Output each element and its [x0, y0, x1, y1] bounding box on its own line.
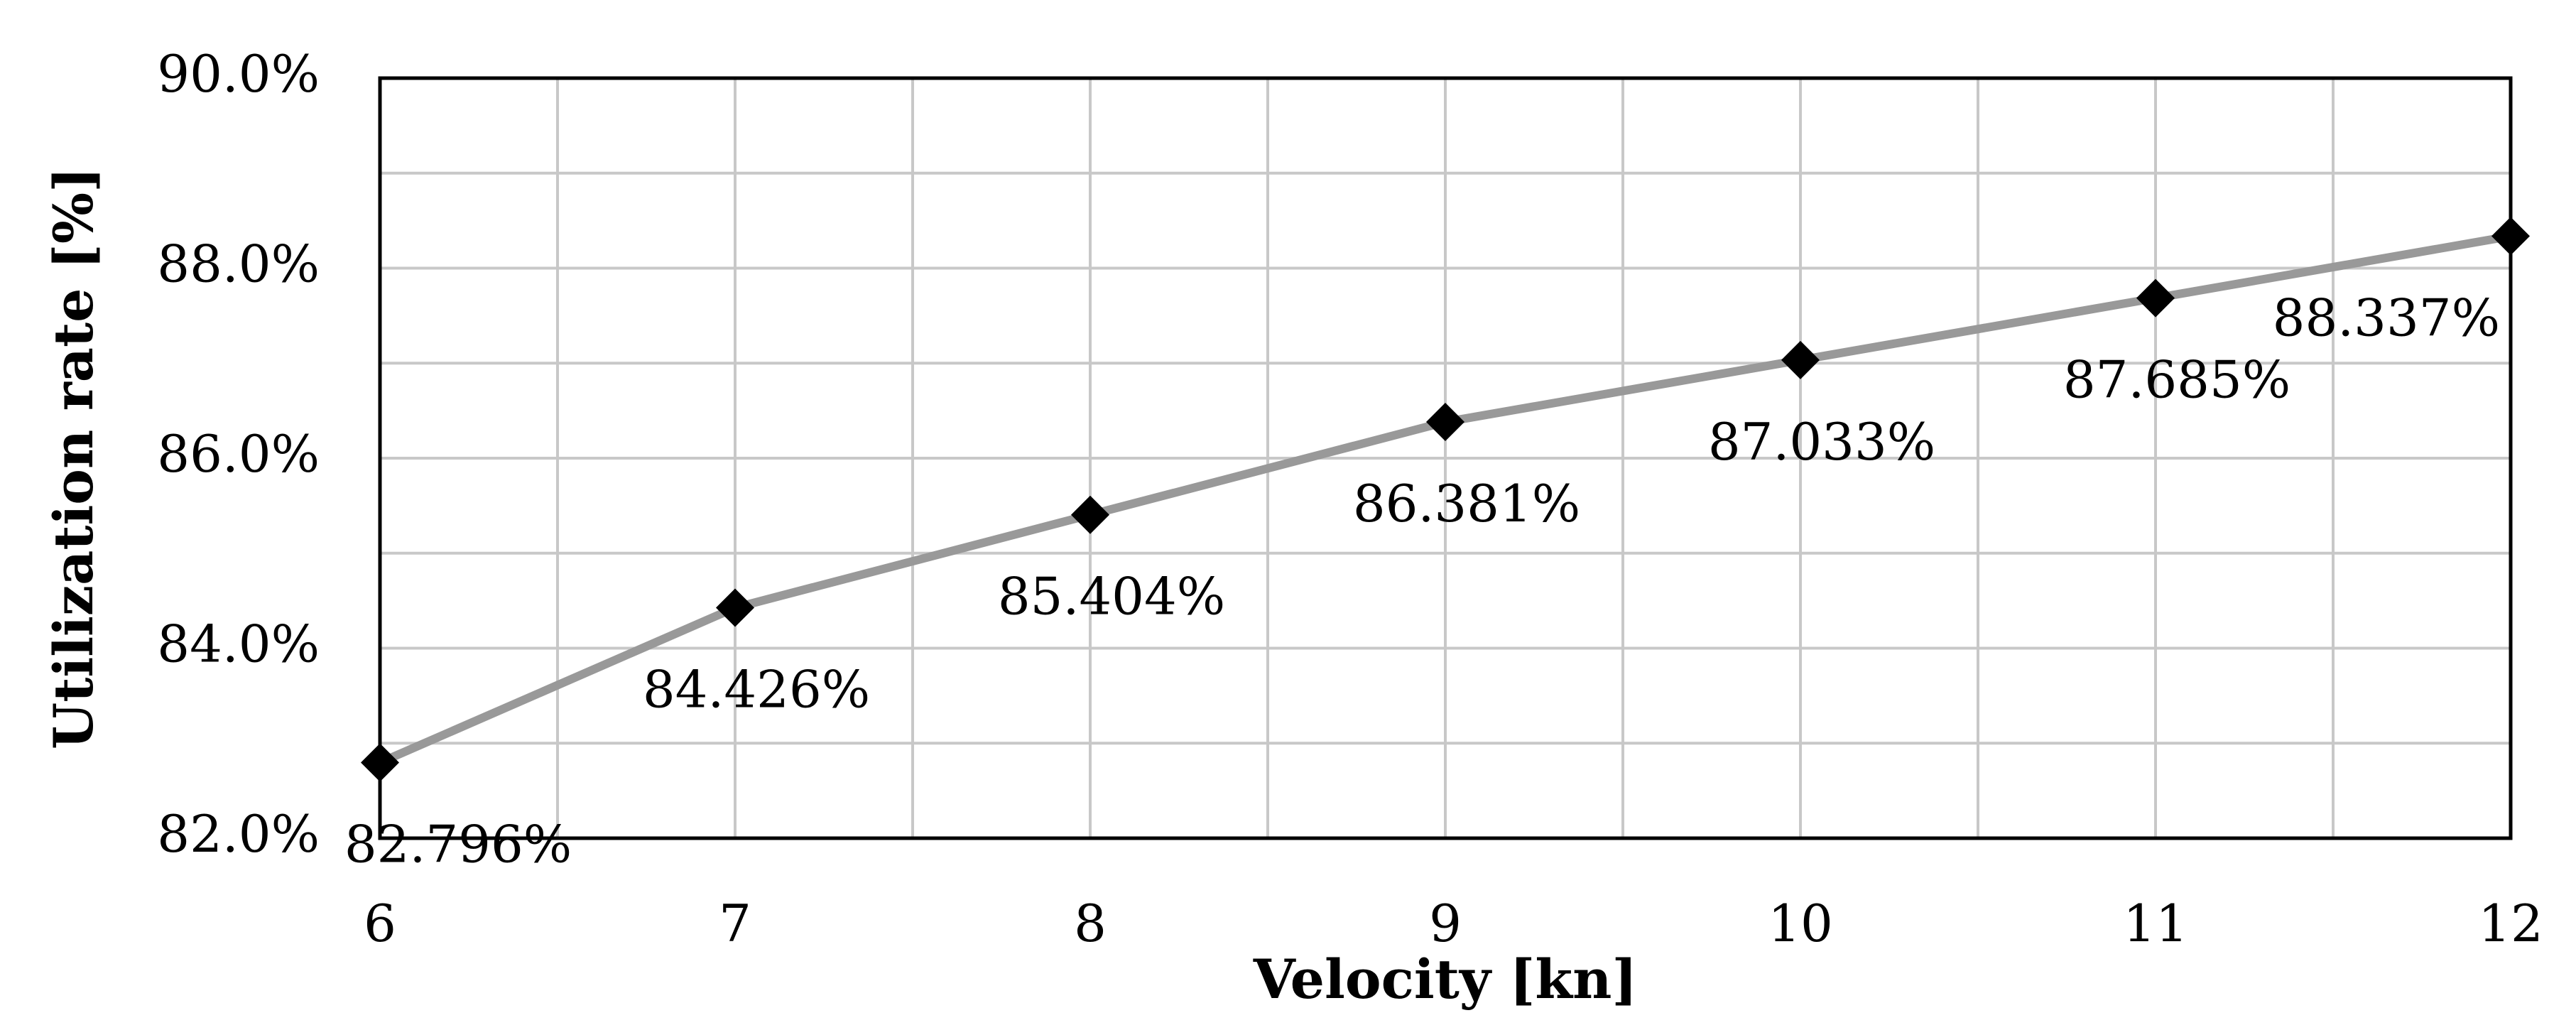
x-tick-label: 8	[1074, 894, 1107, 953]
x-axis-title: Velocity [kn]	[1253, 948, 1638, 1011]
x-tick-label: 11	[2123, 894, 2188, 953]
data-label: 87.033%	[1708, 412, 1935, 472]
y-tick-labels: 82.0% 84.0% 86.0% 88.0% 90.0%	[157, 44, 320, 864]
data-point-marker	[2136, 278, 2175, 318]
data-point-marker	[716, 588, 754, 627]
grid-lines	[380, 78, 2511, 838]
data-label: 88.337%	[2273, 288, 2500, 347]
x-tick-labels: 6 7 8 9 10 11 12	[364, 894, 2543, 953]
data-markers	[361, 217, 2530, 782]
data-labels: 82.796% 84.426% 85.404% 86.381% 87.033% 87.68…	[344, 288, 2500, 874]
data-point-marker	[1071, 495, 1109, 534]
data-label: 87.685%	[2063, 350, 2290, 410]
data-point-marker	[1781, 340, 1820, 379]
data-label: 85.404%	[998, 567, 1225, 627]
y-tick-label: 84.0%	[157, 614, 320, 674]
plot-area-frame	[378, 76, 2513, 840]
y-tick-label: 88.0%	[157, 234, 320, 294]
y-tick-label: 86.0%	[157, 424, 320, 484]
x-tick-label: 9	[1429, 894, 1462, 953]
data-point-marker	[1426, 403, 1464, 442]
y-axis-title: Utilization rate [%]	[42, 167, 105, 749]
data-label: 82.796%	[344, 815, 572, 874]
y-tick-label: 82.0%	[157, 804, 320, 864]
data-label: 84.426%	[643, 660, 870, 720]
x-tick-label: 7	[719, 894, 751, 953]
y-tick-label: 90.0%	[157, 44, 320, 104]
x-tick-label: 10	[1768, 894, 1833, 953]
x-tick-label: 12	[2478, 894, 2543, 953]
data-label: 86.381%	[1353, 474, 1580, 533]
x-tick-label: 6	[364, 894, 396, 953]
